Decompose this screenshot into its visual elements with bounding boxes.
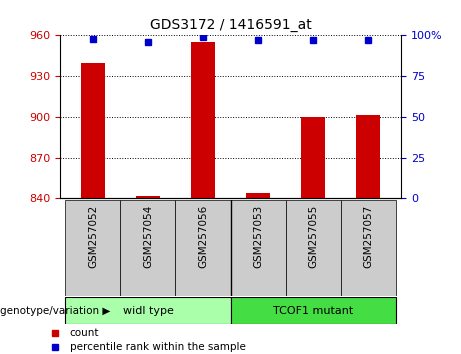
Bar xyxy=(65,200,120,296)
Title: GDS3172 / 1416591_at: GDS3172 / 1416591_at xyxy=(150,18,311,32)
Bar xyxy=(230,297,396,324)
Bar xyxy=(356,115,380,198)
Bar xyxy=(190,42,215,198)
Text: GSM257055: GSM257055 xyxy=(308,205,318,268)
Bar xyxy=(120,200,176,296)
Text: GSM257052: GSM257052 xyxy=(88,205,98,268)
Bar xyxy=(176,200,230,296)
Bar xyxy=(230,200,285,296)
Text: genotype/variation ▶: genotype/variation ▶ xyxy=(0,306,110,316)
Text: GSM257053: GSM257053 xyxy=(253,205,263,268)
Bar xyxy=(246,193,271,198)
Bar xyxy=(81,63,105,198)
Bar xyxy=(301,117,325,198)
Bar xyxy=(65,297,230,324)
Text: TCOF1 mutant: TCOF1 mutant xyxy=(273,306,353,316)
Text: GSM257056: GSM257056 xyxy=(198,205,208,268)
Bar xyxy=(341,200,396,296)
Bar xyxy=(285,200,341,296)
Text: widl type: widl type xyxy=(123,306,173,316)
Text: GSM257057: GSM257057 xyxy=(363,205,373,268)
Text: count: count xyxy=(70,328,99,338)
Bar xyxy=(136,195,160,198)
Text: GSM257054: GSM257054 xyxy=(143,205,153,268)
Text: percentile rank within the sample: percentile rank within the sample xyxy=(70,342,246,352)
